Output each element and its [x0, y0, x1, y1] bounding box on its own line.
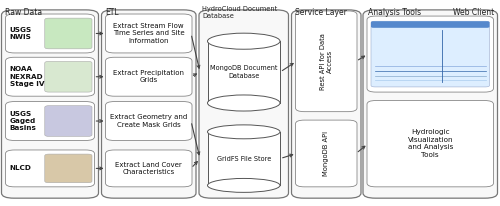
FancyBboxPatch shape	[45, 18, 92, 49]
FancyBboxPatch shape	[6, 150, 94, 187]
FancyBboxPatch shape	[296, 120, 357, 187]
Ellipse shape	[208, 95, 280, 111]
Text: Extract Stream Flow
Time Series and Site
Information: Extract Stream Flow Time Series and Site…	[113, 23, 184, 44]
FancyBboxPatch shape	[6, 14, 94, 53]
FancyBboxPatch shape	[371, 21, 490, 28]
Text: Raw Data: Raw Data	[5, 8, 42, 17]
Text: Web Client: Web Client	[453, 8, 494, 17]
FancyBboxPatch shape	[102, 10, 196, 198]
FancyBboxPatch shape	[367, 101, 494, 187]
FancyBboxPatch shape	[106, 150, 192, 187]
FancyBboxPatch shape	[371, 21, 490, 87]
FancyBboxPatch shape	[106, 102, 192, 140]
Text: NOAA
NEXRAD
Stage IV: NOAA NEXRAD Stage IV	[10, 67, 44, 87]
Text: Extract Precipitation
Grids: Extract Precipitation Grids	[113, 70, 184, 83]
Ellipse shape	[208, 178, 280, 192]
FancyBboxPatch shape	[296, 11, 357, 112]
FancyBboxPatch shape	[292, 10, 361, 198]
Text: USGS
NWIS: USGS NWIS	[10, 27, 32, 40]
FancyBboxPatch shape	[2, 10, 98, 198]
Text: NLCD: NLCD	[10, 165, 32, 171]
Text: Rest API for Data
Access: Rest API for Data Access	[320, 33, 333, 90]
Text: HydroCloud Document
Database: HydroCloud Document Database	[202, 6, 278, 19]
FancyBboxPatch shape	[6, 102, 94, 140]
Text: Analysis Tools: Analysis Tools	[368, 8, 421, 17]
Ellipse shape	[208, 125, 280, 139]
Text: MongoDB API: MongoDB API	[323, 131, 329, 176]
FancyBboxPatch shape	[45, 61, 92, 92]
FancyBboxPatch shape	[208, 132, 280, 185]
Text: ETL: ETL	[105, 8, 118, 17]
FancyBboxPatch shape	[45, 106, 92, 136]
FancyBboxPatch shape	[6, 57, 94, 96]
FancyBboxPatch shape	[367, 16, 494, 92]
FancyBboxPatch shape	[208, 41, 280, 103]
Text: Service Layer: Service Layer	[295, 8, 347, 17]
Text: GridFS File Store: GridFS File Store	[216, 156, 271, 162]
FancyBboxPatch shape	[106, 57, 192, 96]
FancyBboxPatch shape	[45, 154, 92, 183]
Text: MongoDB Document
Database: MongoDB Document Database	[210, 66, 278, 79]
FancyBboxPatch shape	[106, 14, 192, 53]
Text: Hydrologic
Visualization
and Analysis
Tools: Hydrologic Visualization and Analysis To…	[408, 129, 453, 158]
Text: USGS
Gaged
Basins: USGS Gaged Basins	[10, 111, 36, 131]
Text: Extract Land Cover
Characteristics: Extract Land Cover Characteristics	[116, 162, 182, 175]
Ellipse shape	[208, 33, 280, 49]
FancyBboxPatch shape	[363, 10, 498, 198]
Text: Extract Geometry and
Create Mask Grids: Extract Geometry and Create Mask Grids	[110, 114, 188, 128]
FancyBboxPatch shape	[199, 10, 288, 198]
